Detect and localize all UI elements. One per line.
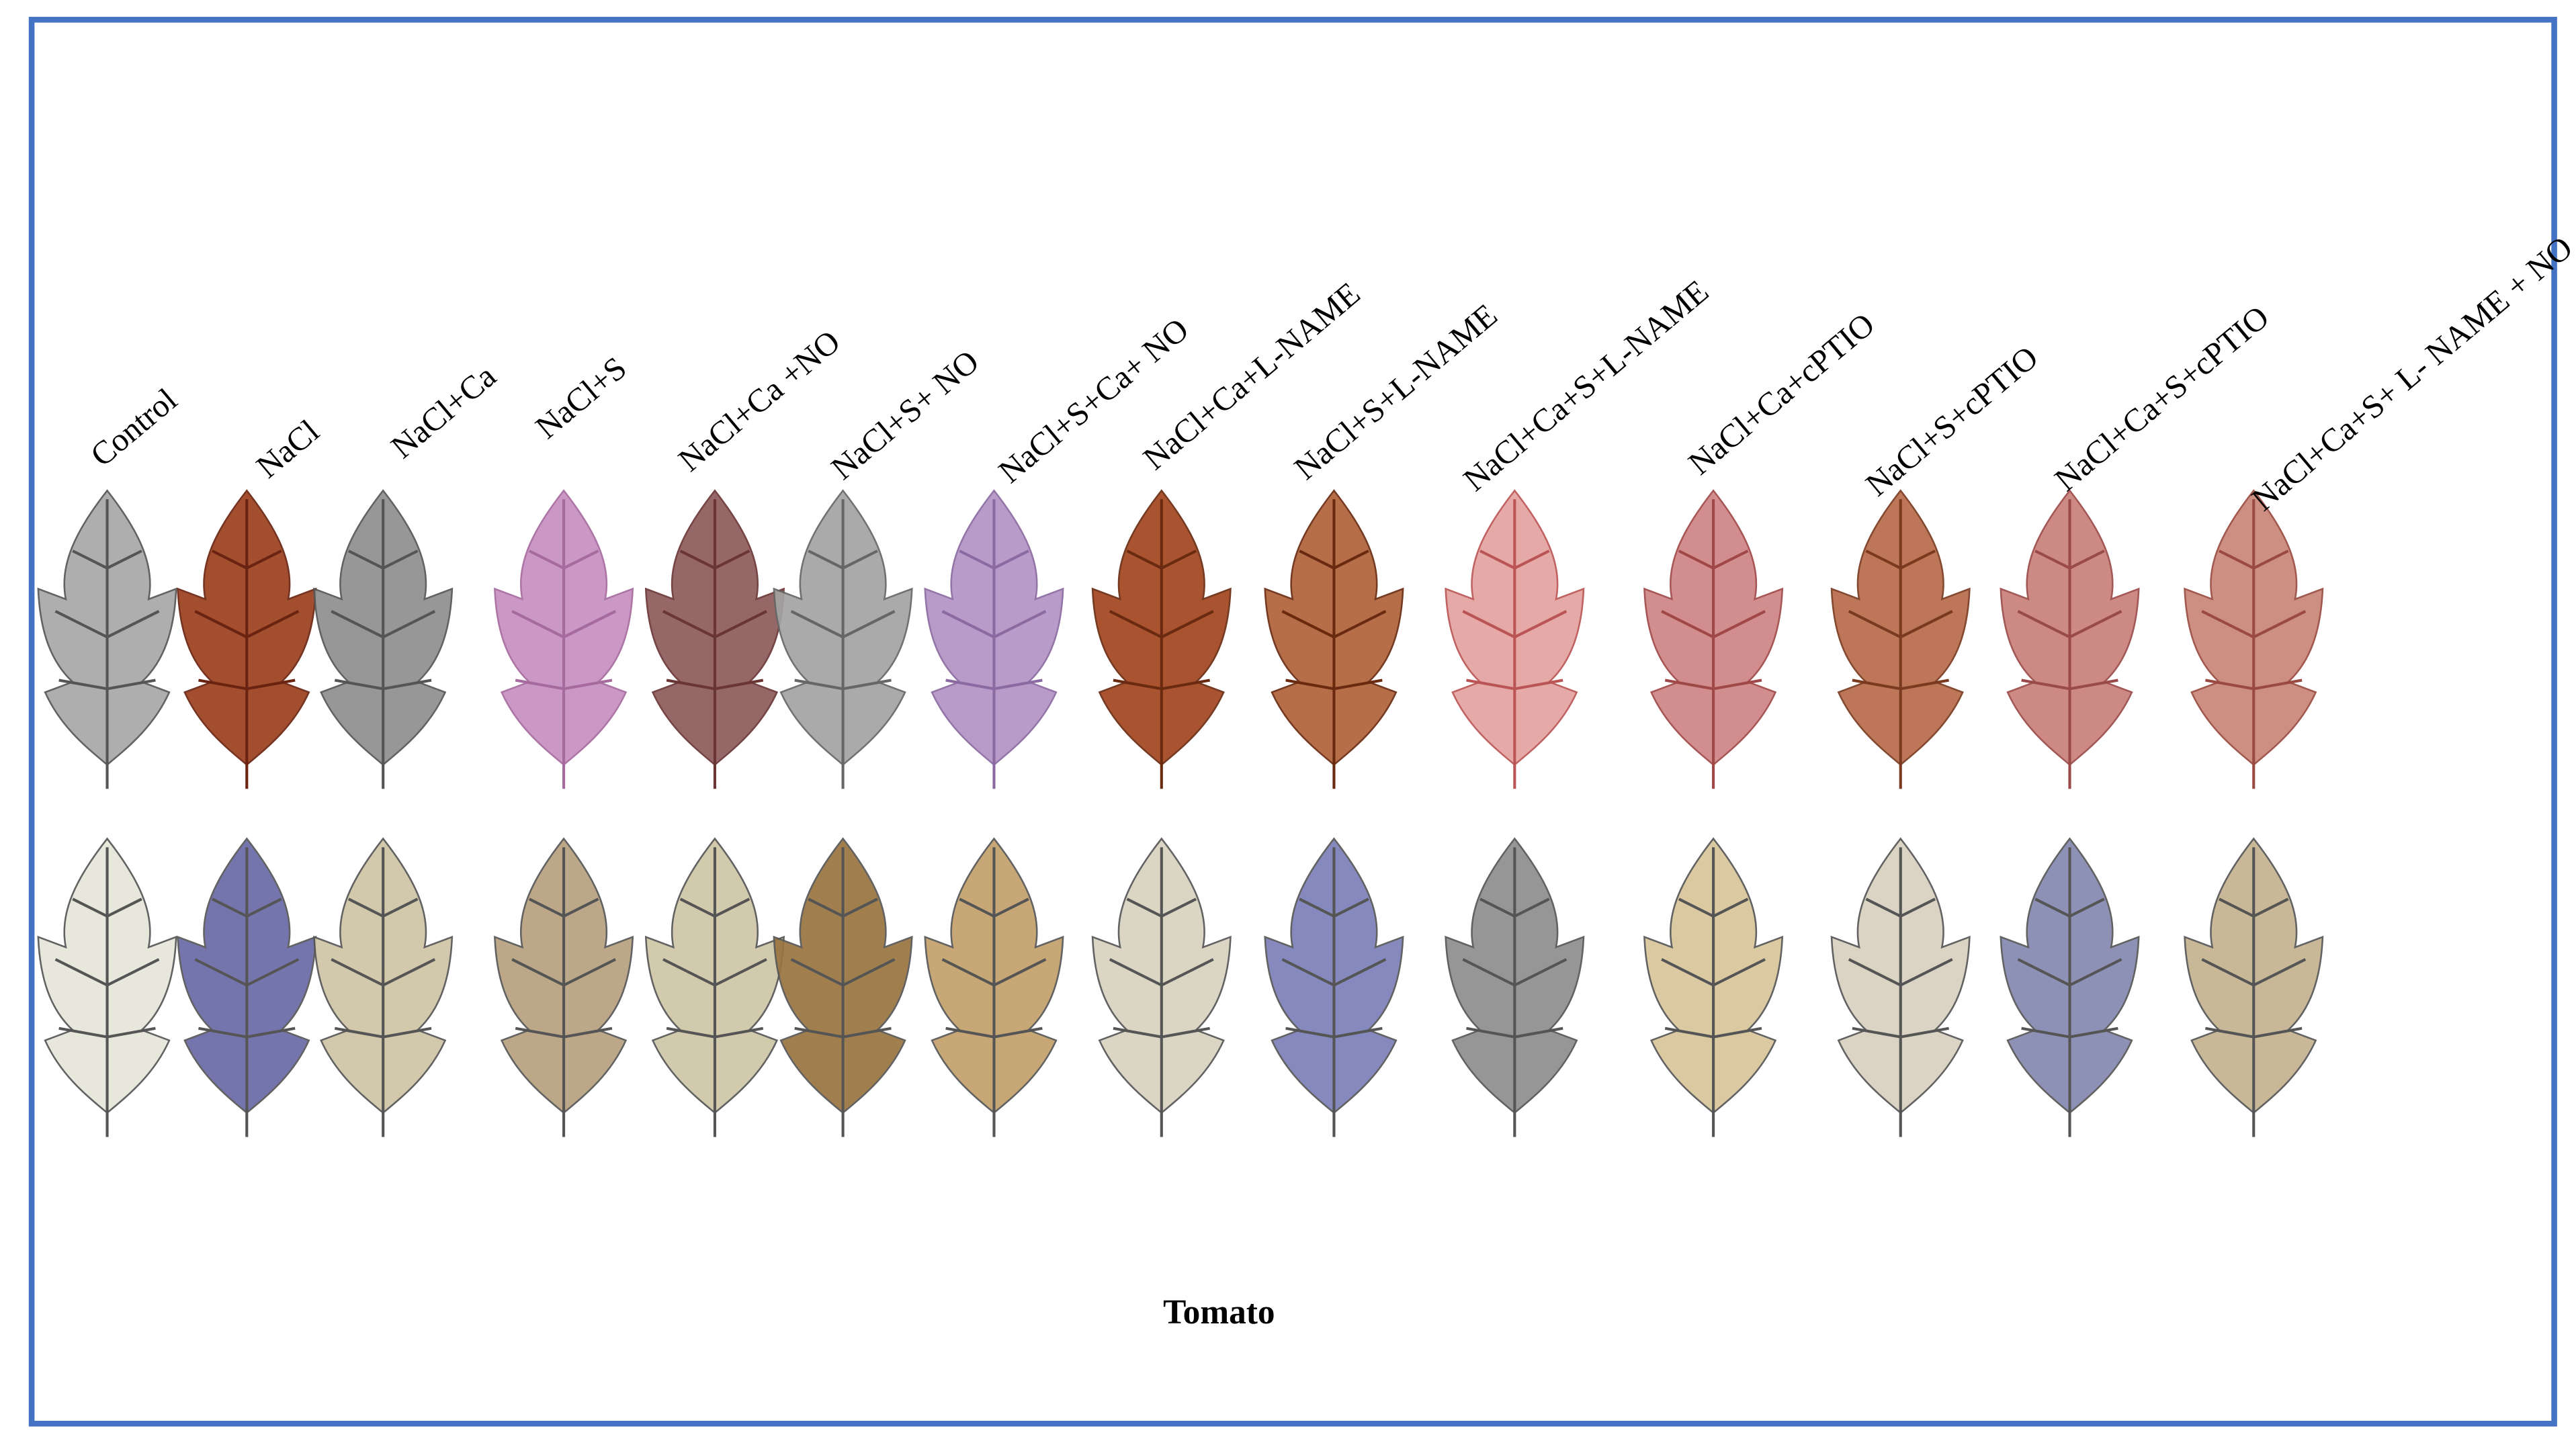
leaf-vein [941, 847, 1047, 1137]
leaf-vein [790, 847, 896, 1137]
leaf-vein [2017, 499, 2122, 789]
leaf-vein [511, 499, 616, 789]
leaf [1445, 489, 1585, 789]
leaf [37, 837, 177, 1137]
leaf-vein [2201, 847, 2307, 1137]
leaf-vein [2017, 847, 2122, 1137]
leaf-vein [194, 847, 300, 1137]
leaf [1643, 489, 1784, 789]
leaf-vein [1281, 847, 1387, 1137]
leaf [924, 837, 1064, 1137]
leaf [1830, 837, 1971, 1137]
leaf [644, 489, 785, 789]
leaf [1264, 837, 1404, 1137]
leaf-vein [2201, 499, 2307, 789]
leaf-vein [331, 847, 436, 1137]
leaf-vein [662, 499, 767, 789]
leaf-vein [1462, 847, 1568, 1137]
leaf [494, 837, 634, 1137]
leaf [2000, 837, 2140, 1137]
caption: Tomato [1163, 1293, 1275, 1331]
leaf [1091, 489, 1232, 789]
leaf-vein [194, 499, 300, 789]
leaf-vein [1848, 847, 1953, 1137]
leaf-grid [37, 489, 2324, 1137]
leaf [773, 837, 913, 1137]
leaf [2000, 489, 2140, 789]
leaf [177, 837, 317, 1137]
leaf-vein [662, 847, 767, 1137]
leaf-vein [511, 847, 616, 1137]
leaf-vein [1109, 499, 1214, 789]
leaf [2184, 489, 2324, 789]
leaf [313, 837, 454, 1137]
leaf [1264, 489, 1404, 789]
leaf [1643, 837, 1784, 1137]
leaf-vein [941, 499, 1047, 789]
leaf [644, 837, 785, 1137]
leaf [2184, 837, 2324, 1137]
leaf-vein [1848, 499, 1953, 789]
leaf-vein [54, 847, 160, 1137]
leaf-vein [1661, 847, 1766, 1137]
leaf [177, 489, 317, 789]
leaf [494, 489, 634, 789]
leaf-vein [1109, 847, 1214, 1137]
leaf-vein [331, 499, 436, 789]
leaf-vein [1462, 499, 1568, 789]
leaf [37, 489, 177, 789]
leaf [924, 489, 1064, 789]
leaf-vein [1281, 499, 1387, 789]
leaf [1091, 837, 1232, 1137]
frame [28, 17, 2557, 1427]
leaf [1830, 489, 1971, 789]
leaf [773, 489, 913, 789]
leaf-vein [54, 499, 160, 789]
leaf [1445, 837, 1585, 1137]
leaf-vein [790, 499, 896, 789]
leaf [313, 489, 454, 789]
leaf-vein [1661, 499, 1766, 789]
